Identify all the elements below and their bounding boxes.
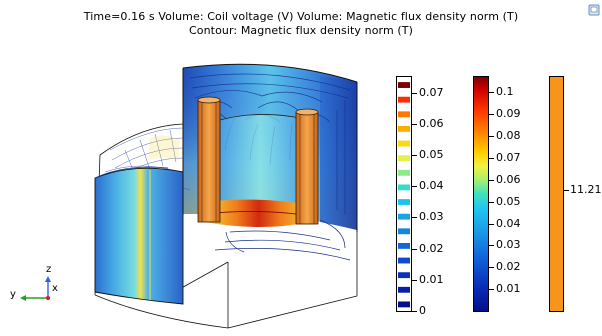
legend-contour-band	[398, 111, 410, 118]
x-axis-dot	[46, 296, 50, 300]
legend-volume-flux-tickmark	[489, 223, 494, 225]
legend-contour-band	[398, 242, 410, 249]
legend-coil-voltage-bar	[549, 76, 564, 312]
legend-volume-flux-tick: 0.06	[496, 172, 521, 186]
legend-contour-tick: 0.06	[419, 116, 444, 130]
legend-contour-swatches	[398, 82, 410, 308]
legend-coil-voltage: 11.21	[549, 76, 602, 314]
legend-volume-flux-tickmark	[489, 245, 494, 247]
legend-contour-band	[398, 228, 410, 235]
legend-contour-tickmark	[412, 311, 417, 312]
legend-volume-flux-tick: 0.02	[496, 260, 521, 274]
legend-volume-flux-tick: 0.03	[496, 238, 521, 252]
legend-volume-flux-tickmark	[489, 114, 494, 116]
legend-volume-flux-tickmark	[489, 157, 494, 159]
legend-volume-flux-tick: 0.04	[496, 216, 521, 230]
legend-contour-band	[398, 272, 410, 279]
legend-contour-tick: 0.07	[419, 85, 444, 99]
legend-volume-flux-tick: 0.05	[496, 194, 521, 208]
legend-contour-band	[398, 82, 410, 88]
legend-volume-flux: 0.1 0.09 0.08 0.07 0.06 0.05 0.04 0.03 0.02 0.01	[473, 76, 543, 314]
legend-contour-tickmark	[412, 92, 417, 94]
legend-volume-flux-tickmark	[489, 201, 494, 203]
legend-volume-flux-tickmark	[489, 179, 494, 181]
legend-volume-flux-tick: 0.01	[496, 282, 521, 296]
legend-contour-tickmark	[412, 123, 417, 125]
legend-contour-band	[398, 155, 410, 162]
legend-volume-flux-tick: 0.08	[496, 129, 521, 143]
legend-contour-band	[398, 199, 410, 205]
legend-contour-band	[398, 257, 410, 264]
axes-triad	[20, 276, 51, 301]
legend-contour-tickmark	[412, 155, 417, 156]
y-axis-arrowhead	[20, 295, 26, 301]
axis-label-z: z	[46, 264, 52, 275]
legend-volume-flux-tick: 0.07	[496, 150, 521, 164]
legend-contour-band	[398, 301, 410, 308]
floor-contours	[214, 219, 351, 261]
front-face-surface	[94, 166, 184, 305]
legend-contour-band	[398, 140, 410, 147]
legend-contour-band	[398, 184, 410, 191]
legend-contour-tick: 0.04	[419, 179, 444, 193]
legend-coil-voltage-tick: 11.21	[570, 183, 602, 196]
legend-coil-voltage-tickmark	[564, 190, 569, 191]
legend-volume-flux-tick: 0.1	[496, 85, 514, 99]
legend-contour-tick: 0.01	[419, 272, 444, 286]
z-axis-arrowhead	[45, 276, 51, 282]
plot-title: Time=0.16 s Volume: Coil voltage (V) Vol…	[0, 10, 602, 38]
coil-left	[197, 96, 221, 223]
legend-contour-band	[398, 96, 410, 103]
axis-label-y: y	[10, 289, 16, 300]
legend-volume-flux-tickmark	[489, 289, 494, 291]
legend-contour-tickmark	[412, 217, 417, 219]
legend-contour-tick: 0.03	[419, 210, 444, 224]
legend-contour-tickmark	[412, 186, 417, 188]
window-restore-icon[interactable]	[588, 4, 600, 16]
coil-right	[295, 108, 319, 225]
legend-volume-flux-tickmark	[489, 267, 494, 269]
legend-volume-flux-tickmark	[489, 136, 494, 138]
legend-contour-band	[398, 286, 410, 293]
legend-contour-band	[398, 125, 410, 132]
legend-contour-tickmark	[412, 279, 417, 281]
legend-volume-flux-tickmark	[489, 92, 494, 94]
left-wedge-hot-spot	[148, 135, 180, 160]
legend-volume-flux-tick: 0.09	[496, 107, 521, 121]
legend-contour-tick: 0	[419, 304, 426, 317]
legend-contour: 0.07 0.06 0.05 0.04 0.03 0.02 0.01 0	[396, 76, 456, 317]
legend-contour-bar	[396, 76, 412, 312]
legend-volume-flux-bar	[473, 76, 489, 312]
plot-title-line1: Time=0.16 s Volume: Coil voltage (V) Vol…	[83, 10, 519, 23]
axis-label-x: x	[52, 283, 58, 294]
legend-contour-band	[398, 213, 410, 220]
legend-contour-tickmark	[412, 248, 417, 250]
plot-title-line2: Contour: Magnetic flux density norm (T)	[189, 24, 413, 37]
legend-contour-tick: 0.05	[419, 148, 444, 161]
legend-contour-band	[398, 169, 410, 176]
inner-core	[219, 114, 301, 215]
legend-contour-tick: 0.02	[419, 241, 444, 255]
